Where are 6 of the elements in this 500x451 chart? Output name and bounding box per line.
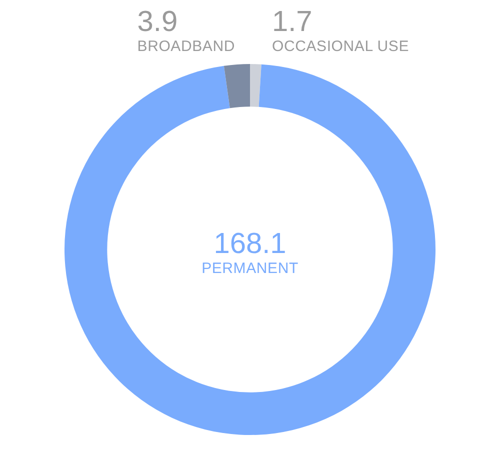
data-label: 1.7 [272,6,314,38]
slice-label: BROADBAND [137,38,235,56]
slice-label: PERMANENT [200,260,300,278]
data-label: 3.9 [137,6,179,38]
data-label: 168.1 [212,228,288,260]
slice-label: OCCASIONAL USE [272,38,410,56]
